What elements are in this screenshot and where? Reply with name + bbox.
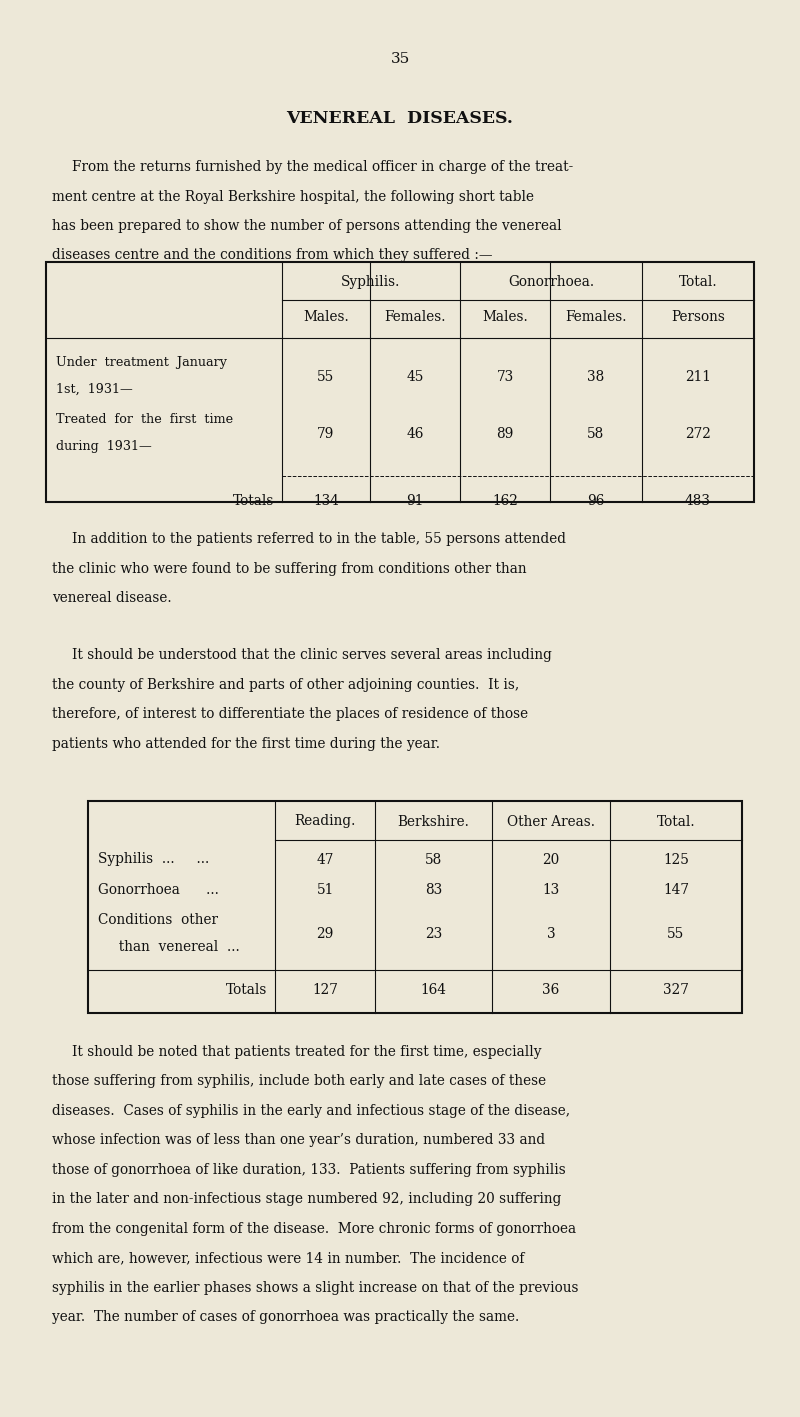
Text: It should be understood that the clinic serves several areas including: It should be understood that the clinic … [72, 649, 552, 663]
Bar [88, 802, 742, 1013]
Text: those of gonorrhoea of like duration, 133.  Patients suffering from syphilis: those of gonorrhoea of like duration, 13… [52, 1162, 566, 1176]
Text: than  venereal  ...: than venereal ... [110, 939, 240, 954]
Text: whose infection was of less than one year’s duration, numbered 33 and: whose infection was of less than one yea… [52, 1134, 545, 1146]
Text: year.  The number of cases of gonorrhoea was practically the same.: year. The number of cases of gonorrhoea … [52, 1309, 519, 1323]
Text: has been prepared to show the number of persons attending the venereal: has been prepared to show the number of … [52, 220, 562, 232]
Text: 164: 164 [421, 982, 446, 996]
Text: 58: 58 [587, 427, 605, 441]
Text: 38: 38 [587, 370, 605, 384]
Text: 125: 125 [663, 853, 689, 867]
Text: 36: 36 [542, 982, 560, 996]
Text: from the congenital form of the disease.  More chronic forms of gonorrhoea: from the congenital form of the disease.… [52, 1221, 576, 1236]
Text: Gonorrhoea      ...: Gonorrhoea ... [98, 883, 219, 897]
Bar [46, 262, 754, 502]
Text: 96: 96 [587, 495, 605, 509]
Text: diseases centre and the conditions from which they suffered :—: diseases centre and the conditions from … [52, 248, 493, 262]
Text: 23: 23 [425, 927, 442, 941]
Text: It should be noted that patients treated for the first time, especially: It should be noted that patients treated… [72, 1044, 542, 1058]
Text: 147: 147 [663, 883, 689, 897]
Text: 20: 20 [542, 853, 560, 867]
Text: Gonorrhoea.: Gonorrhoea. [508, 275, 594, 289]
Text: therefore, of interest to differentiate the places of residence of those: therefore, of interest to differentiate … [52, 707, 528, 721]
Text: 73: 73 [496, 370, 514, 384]
Text: 46: 46 [406, 427, 424, 441]
Text: Totals: Totals [226, 982, 267, 996]
Text: 3: 3 [546, 927, 555, 941]
Text: syphilis in the earlier phases shows a slight increase on that of the previous: syphilis in the earlier phases shows a s… [52, 1281, 578, 1295]
Text: Reading.: Reading. [294, 815, 356, 829]
Text: 89: 89 [496, 427, 514, 441]
Text: 47: 47 [316, 853, 334, 867]
Text: 83: 83 [425, 883, 442, 897]
Text: Totals: Totals [233, 495, 274, 509]
Text: 58: 58 [425, 853, 442, 867]
Text: 79: 79 [318, 427, 334, 441]
Text: Conditions  other: Conditions other [98, 913, 218, 927]
Text: In addition to the patients referred to in the table, 55 persons attended: In addition to the patients referred to … [72, 531, 566, 546]
Text: 45: 45 [406, 370, 424, 384]
Text: Treated  for  the  first  time: Treated for the first time [56, 412, 233, 427]
Text: Total.: Total. [678, 275, 718, 289]
Text: 272: 272 [685, 427, 711, 441]
Text: ment centre at the Royal Berkshire hospital, the following short table: ment centre at the Royal Berkshire hospi… [52, 190, 534, 204]
Text: Females.: Females. [566, 310, 626, 324]
Text: Under  treatment  January: Under treatment January [56, 356, 227, 368]
Text: patients who attended for the first time during the year.: patients who attended for the first time… [52, 737, 440, 751]
Text: in the later and non-infectious stage numbered 92, including 20 suffering: in the later and non-infectious stage nu… [52, 1192, 562, 1206]
Text: 29: 29 [316, 927, 334, 941]
Text: From the returns furnished by the medical officer in charge of the treat-: From the returns furnished by the medica… [72, 160, 574, 174]
Text: Persons: Persons [671, 310, 725, 324]
Text: Females.: Females. [384, 310, 446, 324]
Text: 55: 55 [318, 370, 334, 384]
Text: 134: 134 [313, 495, 339, 509]
Text: 91: 91 [406, 495, 424, 509]
Text: during  1931—: during 1931— [56, 441, 152, 453]
Text: Total.: Total. [657, 815, 695, 829]
Text: Syphilis.: Syphilis. [342, 275, 401, 289]
Text: 1st,  1931—: 1st, 1931— [56, 383, 133, 395]
Text: 35: 35 [390, 52, 410, 67]
Text: Other Areas.: Other Areas. [507, 815, 595, 829]
Text: diseases.  Cases of syphilis in the early and infectious stage of the disease,: diseases. Cases of syphilis in the early… [52, 1104, 570, 1118]
Text: 327: 327 [663, 982, 689, 996]
Text: Males.: Males. [482, 310, 528, 324]
Text: 162: 162 [492, 495, 518, 509]
Text: 55: 55 [667, 927, 685, 941]
Text: VENEREAL  DISEASES.: VENEREAL DISEASES. [286, 111, 514, 128]
Text: Syphilis  ...     ...: Syphilis ... ... [98, 853, 210, 867]
Text: the clinic who were found to be suffering from conditions other than: the clinic who were found to be sufferin… [52, 561, 526, 575]
Text: 51: 51 [316, 883, 334, 897]
Text: 127: 127 [312, 982, 338, 996]
Text: those suffering from syphilis, include both early and late cases of these: those suffering from syphilis, include b… [52, 1074, 546, 1088]
Text: which are, however, infectious were 14 in number.  The incidence of: which are, however, infectious were 14 i… [52, 1251, 524, 1265]
Text: 483: 483 [685, 495, 711, 509]
Text: Males.: Males. [303, 310, 349, 324]
Text: 211: 211 [685, 370, 711, 384]
Text: Berkshire.: Berkshire. [398, 815, 470, 829]
Text: the county of Berkshire and parts of other adjoining counties.  It is,: the county of Berkshire and parts of oth… [52, 677, 519, 691]
Text: 13: 13 [542, 883, 560, 897]
Text: venereal disease.: venereal disease. [52, 591, 172, 605]
